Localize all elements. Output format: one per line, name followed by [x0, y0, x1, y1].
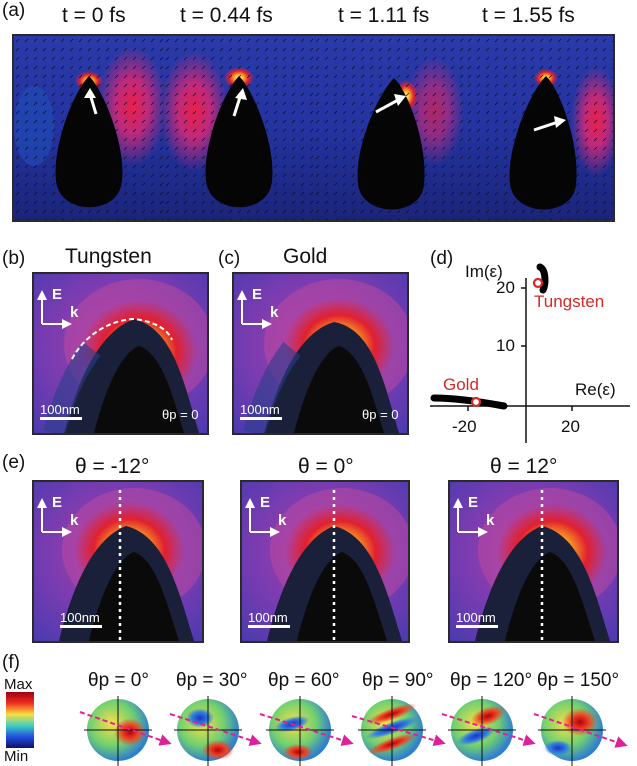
gold-field-map: E k 100nm θp = 0	[232, 272, 409, 435]
x-axis-label: Re(ε)	[575, 380, 616, 399]
scalebar-label: 100nm	[60, 610, 100, 625]
permittivity-plot: Im(ε) 20 10 Re(ε) -20 20 Tungsten Gold	[430, 258, 637, 443]
theta-p-label: θp = 0	[362, 407, 399, 422]
colorbar	[6, 692, 34, 748]
panel-c-label: (c)	[218, 248, 241, 269]
panel-f-label: (f)	[2, 652, 20, 673]
k-vector-label: k	[486, 512, 495, 529]
tungsten-field-map: E k 100nm θp = 0	[32, 272, 209, 435]
sphere-0	[79, 696, 172, 766]
panel-e-title: θ = -12°	[75, 455, 150, 478]
panel-f-title: θp = 60°	[268, 670, 340, 691]
scalebar	[60, 625, 102, 628]
snapshot-t044	[164, 36, 314, 220]
sphere-row	[79, 696, 628, 766]
gold-marker	[470, 396, 482, 408]
theta-p-label: θp = 0	[162, 407, 199, 422]
gold-label: Gold	[443, 375, 479, 394]
panel-f-title: θp = 120°	[450, 670, 533, 691]
panel-a-time-label: t = 1.11 fs	[338, 4, 430, 27]
panel-b-label: (b)	[2, 248, 26, 269]
e-vector-label: E	[260, 494, 271, 511]
scalebar-label: 100nm	[456, 610, 496, 625]
panel-a-time-label: t = 0 fs	[62, 4, 126, 27]
scalebar	[456, 625, 498, 628]
e-vector-label: E	[468, 494, 479, 511]
sphere-30	[169, 696, 262, 766]
y-tick-label: 20	[496, 278, 515, 297]
field-map-theta-plus12: E k 100nm	[448, 480, 619, 643]
y-axis-label: Im(ε)	[465, 262, 503, 281]
panel-f-title: θp = 30°	[176, 670, 248, 691]
panel-f-title: θp = 0°	[88, 670, 149, 691]
snapshot-t111	[314, 36, 466, 220]
snapshot-t0	[14, 36, 164, 220]
tungsten-label: Tungsten	[534, 292, 605, 311]
scalebar	[40, 417, 82, 420]
gold-curve	[430, 394, 508, 410]
scalebar-label: 100nm	[240, 402, 280, 417]
e-vector-label: E	[52, 286, 63, 303]
colorbar-min-label: Min	[4, 748, 29, 765]
panel-e-label: (e)	[2, 452, 26, 473]
y-tick-label: 10	[496, 336, 515, 355]
colorbar-max-label: Max	[4, 676, 33, 693]
panel-a-label: (a)	[2, 0, 26, 21]
tungsten-marker	[532, 277, 544, 289]
scalebar	[248, 625, 290, 628]
field-map-theta-0: E k 100nm	[240, 480, 410, 643]
k-vector-label: k	[70, 512, 79, 529]
sphere-150	[533, 696, 628, 766]
panel-a-time-label: t = 0.44 fs	[180, 4, 273, 27]
scalebar-label: 100nm	[40, 402, 80, 417]
panel-a-image-strip	[12, 34, 615, 222]
tungsten-curve	[536, 263, 549, 294]
scalebar	[240, 417, 282, 420]
field-map-theta-minus12: E k 100nm	[32, 480, 204, 643]
snapshot-t155	[466, 36, 613, 220]
sphere-60	[259, 696, 354, 766]
panel-e-title: θ = 0°	[298, 455, 354, 478]
panel-e-title: θ = 12°	[490, 455, 558, 478]
panel-b-title: Tungsten	[65, 245, 152, 268]
x-tick-label: 20	[561, 417, 580, 436]
x-tick-label: -20	[452, 417, 477, 436]
sphere-90	[351, 696, 446, 766]
k-vector-label: k	[278, 512, 287, 529]
scalebar-label: 100nm	[248, 610, 288, 625]
panel-a-time-label: t = 1.55 fs	[482, 4, 575, 27]
k-vector-label: k	[270, 304, 279, 321]
e-vector-label: E	[252, 286, 263, 303]
sphere-120	[441, 696, 536, 766]
panel-d-label: (d)	[430, 248, 454, 269]
panel-f-title: θp = 90°	[362, 670, 434, 691]
panel-f-title: θp = 150°	[537, 670, 620, 691]
panel-c-title: Gold	[283, 245, 328, 268]
k-vector-label: k	[70, 304, 79, 321]
e-vector-label: E	[52, 494, 63, 511]
